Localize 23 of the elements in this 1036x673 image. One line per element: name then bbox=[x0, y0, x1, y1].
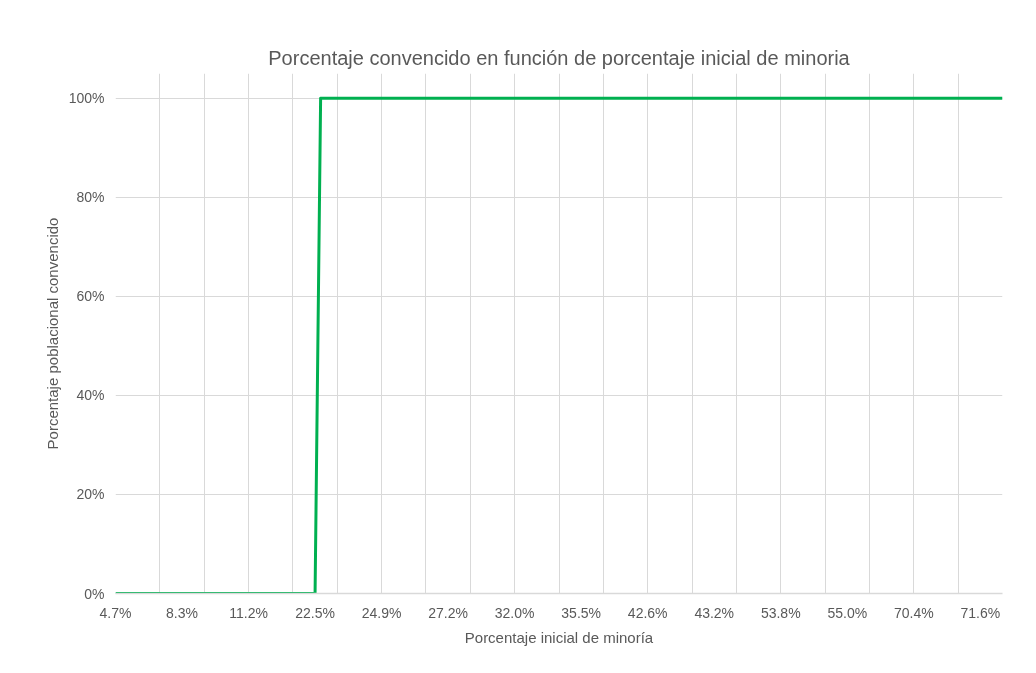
x-tick-label: 42.6% bbox=[627, 604, 668, 621]
x-tick-label: 53.8% bbox=[760, 604, 801, 621]
x-tick-label: 32.0% bbox=[494, 604, 535, 621]
chart-title: Porcentaje convencido en función de porcentaje inicial de minoria bbox=[268, 46, 851, 69]
x-tick-label: 27.2% bbox=[428, 604, 468, 621]
x-tick-label: 43.2% bbox=[694, 604, 735, 621]
y-tick-label: 60% bbox=[76, 288, 105, 305]
y-tick-label: 100% bbox=[68, 90, 105, 107]
x-tick-label: 35.5% bbox=[561, 604, 602, 621]
x-axis-title: Porcentaje inicial de minoría bbox=[464, 628, 654, 646]
x-tick-label: 8.3% bbox=[166, 604, 198, 621]
y-axis-title: Porcentaje poblacional convencido bbox=[43, 217, 61, 450]
x-tick-label: 70.4% bbox=[893, 604, 934, 621]
y-tick-label: 20% bbox=[76, 486, 105, 503]
x-tick-label: 55.0% bbox=[827, 604, 868, 621]
y-tick-label: 80% bbox=[76, 189, 105, 206]
x-tick-label: 22.5% bbox=[295, 604, 335, 621]
x-tick-label: 71.6% bbox=[960, 604, 1001, 621]
x-tick-label: 24.9% bbox=[361, 604, 402, 621]
y-tick-label: 40% bbox=[76, 387, 105, 404]
y-tick-label: 0% bbox=[84, 585, 105, 602]
x-tick-label: 4.7% bbox=[99, 604, 132, 621]
x-tick-label: 11.2% bbox=[229, 604, 268, 621]
